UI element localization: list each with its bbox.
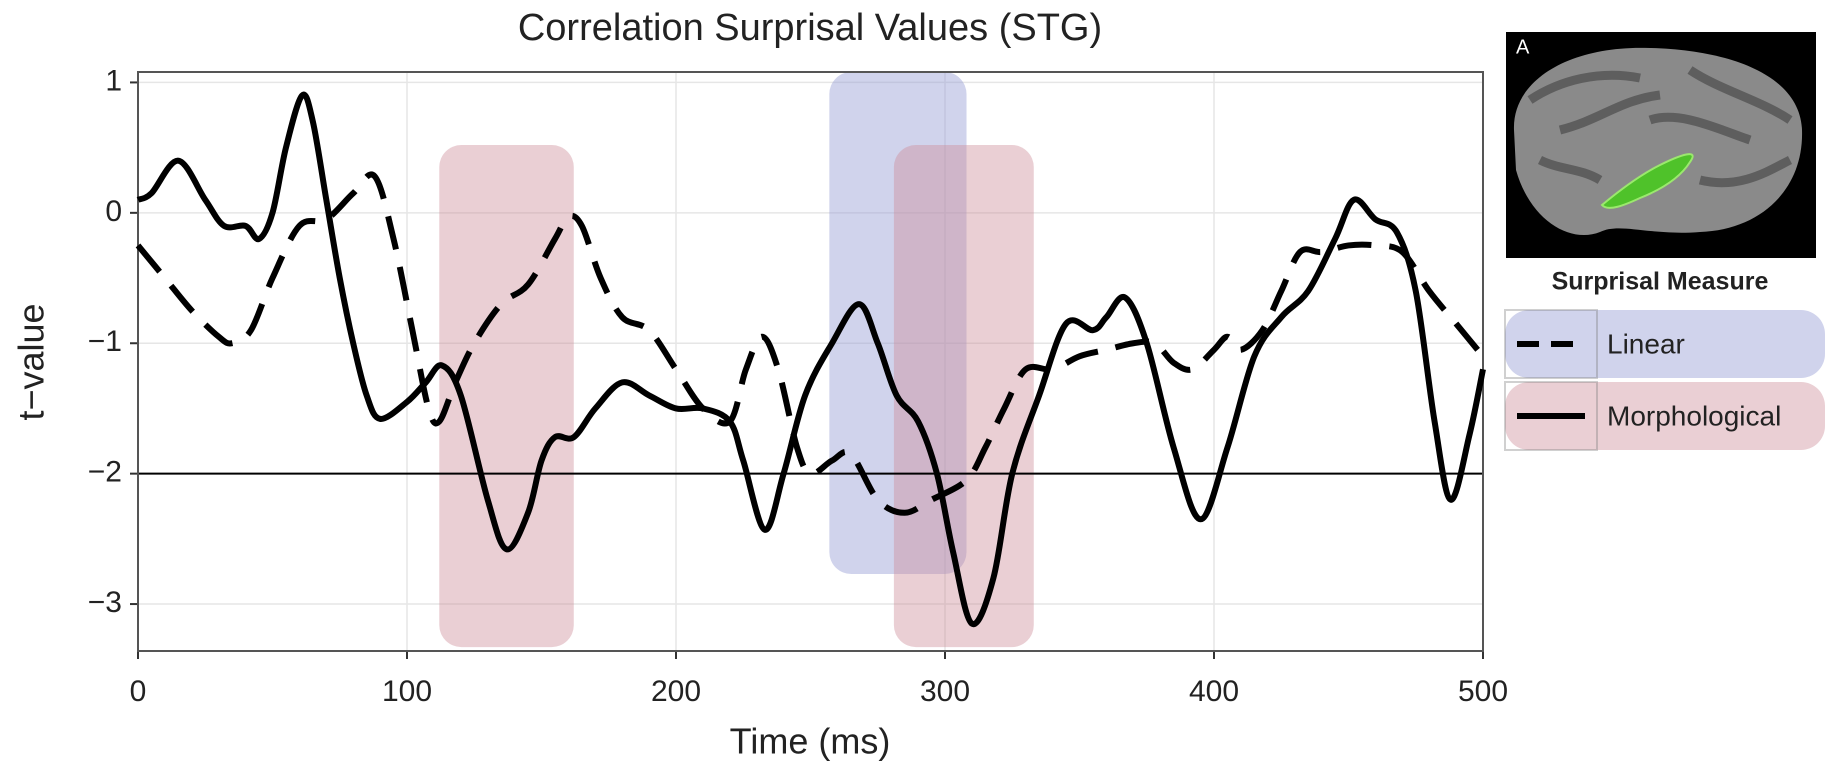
x-tick-label: 300 <box>920 675 970 708</box>
highlight-region <box>893 145 1034 648</box>
legend-title: Surprisal Measure <box>1552 268 1769 296</box>
plot-background <box>138 72 1483 651</box>
legend-label: Linear <box>1607 328 1685 359</box>
x-tick-label: 500 <box>1458 675 1508 708</box>
y-tick-label: −1 <box>88 325 122 358</box>
x-axis-label: Time (ms) <box>730 721 891 762</box>
y-tick-label: 1 <box>105 64 122 97</box>
legend-box <box>1505 382 1825 450</box>
legend-label: Morphological <box>1607 400 1781 431</box>
x-tick-label: 0 <box>130 675 147 708</box>
highlight-region <box>439 145 574 648</box>
legend-key <box>1504 309 1598 379</box>
brain-image: A <box>1506 32 1816 258</box>
y-tick-label: 0 <box>105 195 122 228</box>
x-tick-label: 100 <box>382 675 432 708</box>
data-line <box>135 171 1486 516</box>
panel-label: A <box>1516 36 1530 58</box>
x-tick-label: 200 <box>651 675 701 708</box>
plot-frame <box>137 71 1484 652</box>
legend-box <box>1505 310 1825 378</box>
data-line <box>136 91 1486 627</box>
x-tick-label: 400 <box>1189 675 1239 708</box>
legend-key <box>1504 381 1598 451</box>
y-axis-label: t−value <box>11 303 52 420</box>
y-tick-label: −2 <box>88 456 122 489</box>
y-tick-label: −3 <box>88 586 122 619</box>
chart-title: Correlation Surprisal Values (STG) <box>518 7 1102 49</box>
